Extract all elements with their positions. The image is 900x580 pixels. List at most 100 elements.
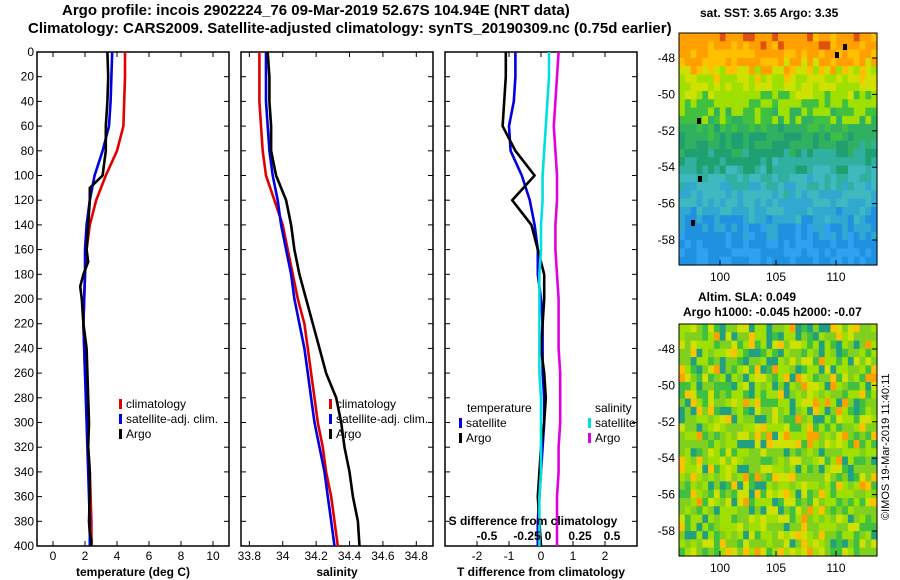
map-cell bbox=[684, 182, 692, 191]
map-cell bbox=[772, 207, 779, 216]
map-cell bbox=[684, 522, 692, 532]
map-cell bbox=[708, 332, 715, 342]
map-cell bbox=[778, 49, 785, 59]
map-cell bbox=[737, 231, 744, 241]
map-cell bbox=[836, 33, 843, 42]
map-cell bbox=[812, 207, 820, 216]
map-cell bbox=[871, 149, 878, 158]
map-cell bbox=[836, 173, 843, 183]
map-cell bbox=[818, 431, 826, 441]
map-cell bbox=[789, 173, 796, 183]
map-cell bbox=[812, 107, 820, 117]
map-cell bbox=[807, 473, 814, 482]
map-cell bbox=[766, 531, 773, 540]
map-cell bbox=[737, 498, 744, 507]
map-cell bbox=[795, 215, 802, 225]
map-cell bbox=[783, 33, 791, 42]
map-cell bbox=[871, 464, 878, 474]
map-cell bbox=[713, 256, 721, 266]
map-cell bbox=[696, 149, 703, 158]
map-cell bbox=[865, 365, 872, 375]
map-cell bbox=[830, 140, 837, 150]
lat-tick-label: -48 bbox=[658, 342, 676, 356]
map-cell bbox=[871, 357, 878, 366]
map-cell bbox=[818, 547, 826, 557]
map-cell bbox=[789, 340, 796, 350]
map-cell bbox=[743, 248, 750, 258]
map-cell bbox=[789, 41, 796, 51]
map-cell bbox=[731, 514, 738, 524]
map-cell bbox=[772, 373, 779, 383]
map-cell bbox=[865, 157, 872, 167]
map-cell bbox=[824, 223, 831, 233]
map-cell bbox=[853, 324, 861, 333]
map-cell bbox=[772, 514, 779, 524]
map-cell bbox=[853, 406, 861, 416]
map-cell bbox=[807, 82, 814, 92]
map-cell bbox=[760, 415, 767, 424]
map-cell bbox=[696, 423, 703, 433]
map-cell bbox=[859, 324, 866, 333]
map-cell bbox=[725, 157, 732, 167]
map-cell bbox=[807, 382, 814, 391]
map-cell bbox=[865, 348, 872, 358]
map-cell bbox=[708, 140, 715, 150]
legend-swatch bbox=[329, 414, 332, 424]
map-cell bbox=[766, 74, 773, 84]
map-cell bbox=[743, 57, 750, 67]
map-cell bbox=[807, 231, 814, 241]
map-cell bbox=[772, 423, 779, 433]
map-cell bbox=[789, 99, 796, 109]
map-cell bbox=[754, 506, 762, 516]
map-cell bbox=[853, 423, 861, 433]
map-cell bbox=[842, 456, 849, 466]
map-cell bbox=[847, 415, 855, 424]
map-cell bbox=[679, 531, 686, 540]
y-tick-label: 340 bbox=[14, 465, 34, 479]
map-cell bbox=[853, 107, 861, 117]
map-cell bbox=[679, 464, 686, 474]
map-cell bbox=[818, 140, 826, 150]
map-cell bbox=[731, 406, 738, 416]
map-cell bbox=[754, 82, 762, 92]
map-cell bbox=[748, 456, 756, 466]
map-cell bbox=[713, 132, 721, 142]
map-cell bbox=[824, 91, 831, 100]
map-cell bbox=[766, 473, 773, 482]
map-cell bbox=[754, 132, 762, 142]
map-cell bbox=[743, 423, 750, 433]
map-cell bbox=[737, 124, 744, 133]
map-cell bbox=[754, 248, 762, 258]
map-cell bbox=[696, 256, 703, 266]
map-cell bbox=[865, 107, 872, 117]
legend-title-temperature: temperature bbox=[467, 401, 532, 415]
map-cell bbox=[725, 506, 732, 516]
map-cell bbox=[748, 248, 756, 258]
map-cell bbox=[836, 256, 843, 266]
map-cell bbox=[812, 240, 820, 249]
map-cell bbox=[795, 165, 802, 175]
map-cell bbox=[795, 547, 802, 557]
map-cell bbox=[818, 382, 826, 391]
map-cell bbox=[766, 406, 773, 416]
map-cell bbox=[795, 498, 802, 507]
map-cell bbox=[830, 332, 837, 342]
map-cell bbox=[789, 539, 796, 549]
map-cell bbox=[696, 91, 703, 100]
map-cell bbox=[859, 522, 866, 532]
map-cell bbox=[731, 157, 738, 167]
map-cell bbox=[719, 332, 727, 342]
map-cell bbox=[783, 431, 791, 441]
map-cell bbox=[760, 74, 767, 84]
map-cell bbox=[789, 190, 796, 200]
map-cell bbox=[871, 348, 878, 358]
map-cell bbox=[818, 256, 826, 266]
map-cell bbox=[719, 498, 727, 507]
map-cell bbox=[743, 464, 750, 474]
map-cell bbox=[818, 57, 826, 67]
map-cell bbox=[824, 332, 831, 342]
map-cell bbox=[754, 522, 762, 532]
map-cell bbox=[824, 390, 831, 400]
map-cell bbox=[725, 124, 732, 133]
map-cell bbox=[865, 324, 872, 333]
